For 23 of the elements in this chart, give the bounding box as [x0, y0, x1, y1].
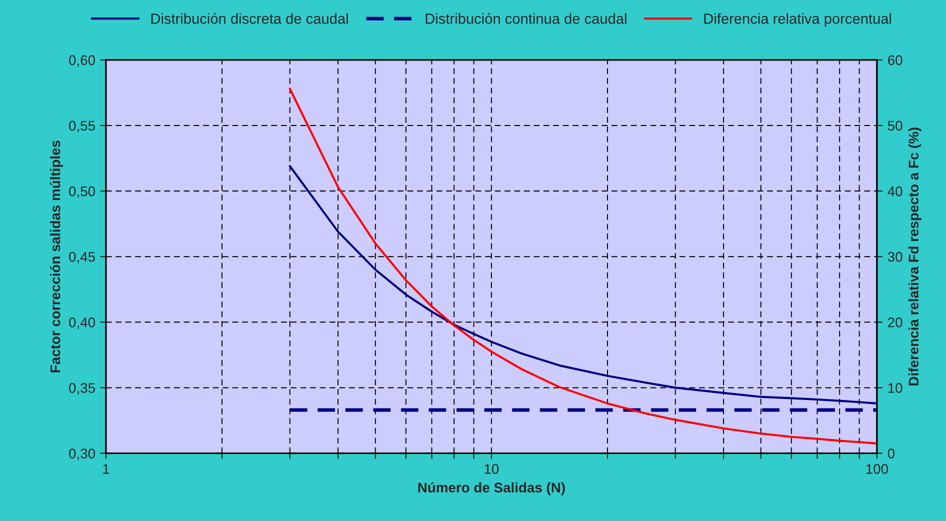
x-tick-label: 1 [103, 464, 110, 474]
y2-tick-label: 20 [888, 317, 902, 328]
y-tick-label: 0,35 [69, 383, 95, 395]
x-tick-label: 100 [866, 464, 888, 474]
y-tick-label: 0,60 [69, 55, 95, 67]
y-tick-label: 0,55 [69, 120, 95, 132]
y2-tick-label: 40 [888, 186, 902, 196]
y2-tick-label: 10 [888, 383, 902, 393]
y-tick-label: 0,30 [69, 448, 95, 460]
y2-axis-title: Diferencia relativa Fd respecto a Fc (%) [908, 128, 922, 386]
legend-label: Distribución discreta de caudal [151, 12, 348, 24]
y2-tick-label: 0 [888, 448, 895, 458]
x-axis-title: Número de Salidas (N) [418, 482, 565, 496]
legend-label: Diferencia relativa porcentual [704, 13, 892, 27]
y-tick-label: 0,45 [69, 252, 95, 264]
y2-tick-label: 60 [888, 55, 902, 66]
legend-label: Distribución continua de caudal [426, 12, 626, 24]
y-tick-label: 0,40 [69, 317, 95, 329]
x-tick-label: 10 [484, 464, 499, 474]
y-axis-title: Factor corrección salidas múltiples [50, 140, 63, 372]
y2-tick-label: 50 [888, 120, 902, 131]
y2-tick-label: 30 [888, 252, 902, 262]
y-tick-label: 0,50 [69, 186, 95, 198]
